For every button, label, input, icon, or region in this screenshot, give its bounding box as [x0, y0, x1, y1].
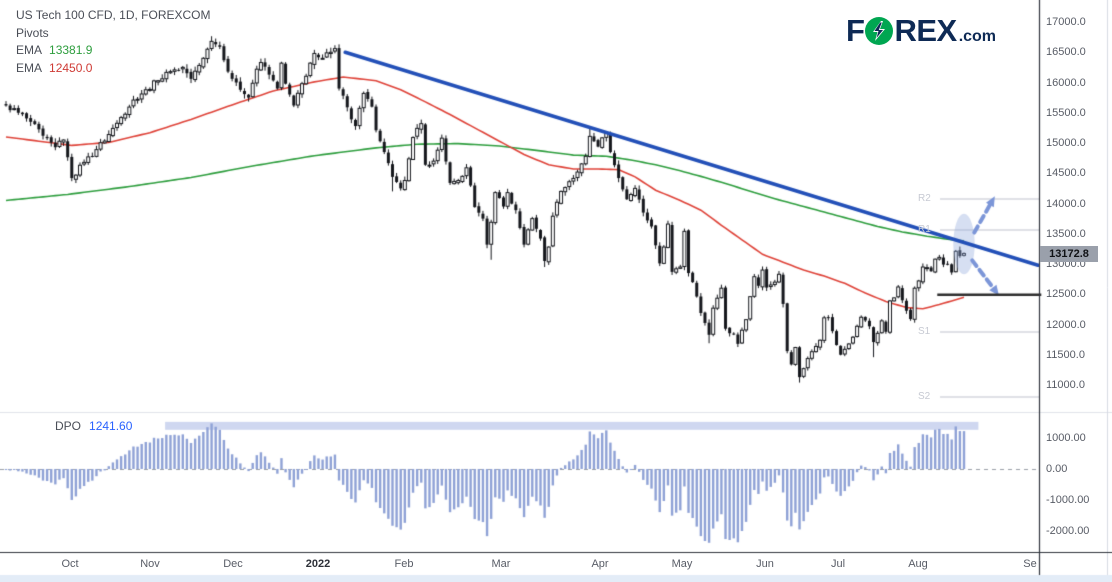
- month-label-feb: Feb: [394, 558, 414, 570]
- dpo-legend[interactable]: DPO 1241.60: [55, 419, 132, 433]
- price-tick-label: 11000.0: [1046, 379, 1085, 391]
- ema-slow-value: 13381.9: [49, 43, 93, 57]
- dpo-tick-label: 0.00: [1046, 463, 1068, 475]
- forex-com-logo: F REX .com: [846, 13, 996, 49]
- pivot-label-r1: R1: [918, 224, 931, 236]
- pivot-label-s2: S2: [918, 391, 931, 403]
- month-label-jul: Jul: [830, 558, 846, 570]
- last-price-label: 13172.8: [1040, 245, 1098, 262]
- ema-slow-legend[interactable]: EMA 13381.9: [16, 42, 211, 60]
- month-label-may: May: [671, 558, 693, 570]
- logo-o-bolt-icon: [865, 17, 894, 45]
- price-tick-label: 14500.0: [1046, 167, 1086, 180]
- month-label-nov: Nov: [140, 558, 160, 570]
- pivot-label-s1: S1: [918, 326, 931, 338]
- month-label-aug: Aug: [908, 558, 928, 570]
- month-label-dec: Dec: [223, 558, 243, 570]
- price-tick-label: 12500.0: [1046, 288, 1086, 301]
- dpo-tick-label: -1000.00: [1046, 494, 1090, 506]
- dpo-tick-label: 1000.00: [1046, 432, 1086, 444]
- month-label-mar: Mar: [491, 558, 511, 570]
- month-label-apr: Apr: [591, 558, 609, 570]
- dpo-label: DPO: [55, 419, 82, 433]
- dpo-tick-label: -2000.00: [1046, 525, 1090, 537]
- price-tick-label: 16000.0: [1046, 76, 1086, 89]
- ema-fast-legend[interactable]: EMA 12450.0: [16, 60, 211, 78]
- price-tick-label: 17000.0: [1046, 16, 1086, 28]
- logo-dot-com: .com: [958, 28, 997, 45]
- month-label-2022: 2022: [305, 558, 331, 570]
- symbol-title[interactable]: US Tech 100 CFD, 1D, FOREXCOM: [16, 8, 211, 22]
- logo-letter-f: F: [846, 13, 865, 48]
- month-label-oct: Oct: [61, 558, 79, 570]
- pivots-indicator-label[interactable]: Pivots: [16, 25, 49, 40]
- price-tick-label: 13500.0: [1046, 227, 1086, 240]
- dpo-value: 1241.60: [89, 419, 133, 433]
- price-tick-label: 14000.0: [1046, 197, 1086, 210]
- price-tick-label: 15500.0: [1046, 106, 1086, 119]
- ema-slow-label: EMA: [16, 43, 43, 57]
- ema-fast-label: EMA: [16, 60, 43, 75]
- chart-legend: US Tech 100 CFD, 1D, FOREXCOM Pivots EMA…: [16, 7, 211, 77]
- month-label-jun: Jun: [756, 558, 774, 570]
- price-tick-label: 11500.0: [1046, 348, 1085, 361]
- pivot-label-r2: R2: [918, 192, 931, 204]
- price-tick-label: 15000.0: [1046, 137, 1086, 149]
- ema-fast-value: 12450.0: [49, 60, 93, 75]
- price-tick-label: 16500.0: [1046, 46, 1086, 59]
- month-label-se: Se: [1023, 558, 1037, 570]
- logo-letters-rex: REX: [894, 13, 957, 48]
- price-tick-label: 12000.0: [1046, 318, 1086, 331]
